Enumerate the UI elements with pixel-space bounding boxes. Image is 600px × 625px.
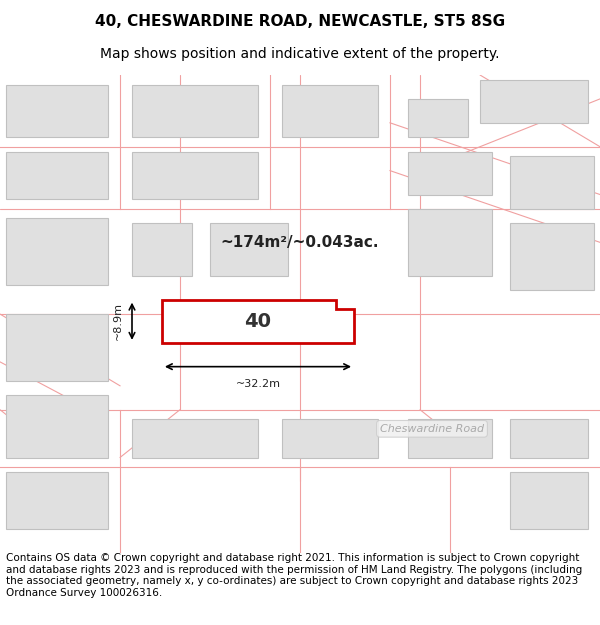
- Text: Map shows position and indicative extent of the property.: Map shows position and indicative extent…: [100, 47, 500, 61]
- Bar: [132, 223, 192, 276]
- Bar: [510, 472, 588, 529]
- Bar: [132, 419, 258, 457]
- Bar: [510, 223, 594, 290]
- Bar: [6, 472, 108, 529]
- Bar: [132, 84, 258, 137]
- Bar: [408, 419, 492, 457]
- Bar: [6, 314, 108, 381]
- Bar: [132, 151, 258, 199]
- Bar: [480, 80, 588, 122]
- Bar: [6, 84, 108, 137]
- Text: ~174m²/~0.043ac.: ~174m²/~0.043ac.: [221, 235, 379, 250]
- Bar: [6, 396, 108, 458]
- Bar: [282, 419, 378, 457]
- Bar: [408, 209, 492, 276]
- Text: Cheswardine Road: Cheswardine Road: [380, 424, 484, 434]
- Bar: [510, 419, 588, 457]
- Bar: [408, 151, 492, 194]
- Text: ~32.2m: ~32.2m: [235, 379, 281, 389]
- Bar: [408, 99, 468, 137]
- Text: 40: 40: [245, 312, 271, 331]
- Text: Contains OS data © Crown copyright and database right 2021. This information is : Contains OS data © Crown copyright and d…: [6, 553, 582, 598]
- Bar: [210, 223, 288, 276]
- Bar: [6, 218, 108, 286]
- Polygon shape: [162, 300, 354, 343]
- Bar: [510, 156, 594, 209]
- Bar: [282, 84, 378, 137]
- Bar: [6, 151, 108, 199]
- Text: 40, CHESWARDINE ROAD, NEWCASTLE, ST5 8SG: 40, CHESWARDINE ROAD, NEWCASTLE, ST5 8SG: [95, 14, 505, 29]
- Text: ~8.9m: ~8.9m: [113, 302, 123, 340]
